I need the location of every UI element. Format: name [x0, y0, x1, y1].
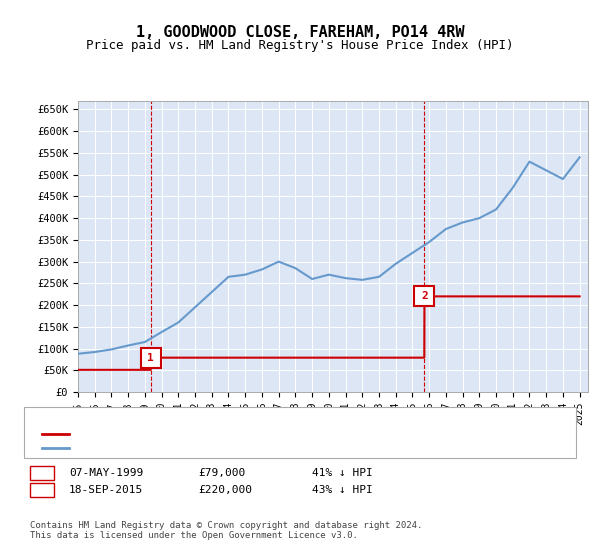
Text: 1: 1	[38, 468, 46, 478]
Text: 18-SEP-2015: 18-SEP-2015	[69, 485, 143, 495]
Text: Contains HM Land Registry data © Crown copyright and database right 2024.
This d: Contains HM Land Registry data © Crown c…	[30, 521, 422, 540]
Text: HPI: Average price, detached house, Fareham: HPI: Average price, detached house, Fare…	[72, 443, 341, 453]
Text: 2: 2	[421, 291, 428, 301]
Text: 1, GOODWOOD CLOSE, FAREHAM, PO14 4RW (detached house): 1, GOODWOOD CLOSE, FAREHAM, PO14 4RW (de…	[72, 429, 403, 439]
Text: £79,000: £79,000	[198, 468, 245, 478]
Text: £220,000: £220,000	[198, 485, 252, 495]
Text: 1, GOODWOOD CLOSE, FAREHAM, PO14 4RW: 1, GOODWOOD CLOSE, FAREHAM, PO14 4RW	[136, 25, 464, 40]
Text: 07-MAY-1999: 07-MAY-1999	[69, 468, 143, 478]
Text: 1: 1	[148, 353, 154, 363]
Text: 2: 2	[38, 485, 46, 495]
Text: Price paid vs. HM Land Registry's House Price Index (HPI): Price paid vs. HM Land Registry's House …	[86, 39, 514, 52]
Text: 41% ↓ HPI: 41% ↓ HPI	[312, 468, 373, 478]
Text: 43% ↓ HPI: 43% ↓ HPI	[312, 485, 373, 495]
